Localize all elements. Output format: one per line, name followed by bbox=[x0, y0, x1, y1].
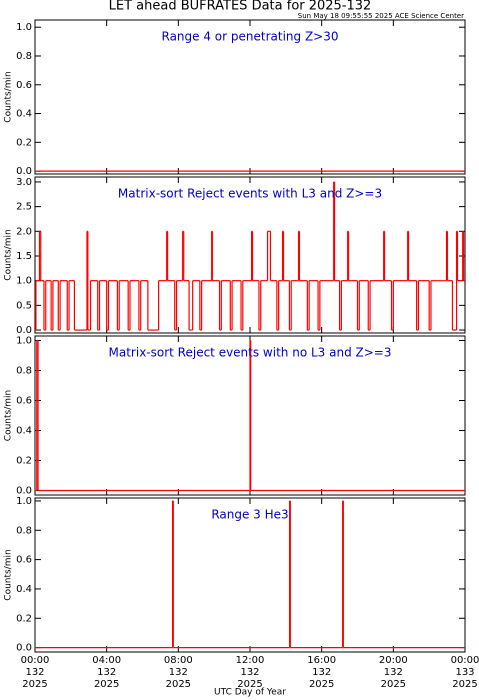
y-axis-label: Counts/min bbox=[4, 229, 14, 280]
x-tick-year: 2025 bbox=[94, 679, 119, 690]
y-tick-label: 1.0 bbox=[16, 22, 32, 33]
x-tick-year: 2025 bbox=[381, 679, 406, 690]
y-tick-label: 0.4 bbox=[16, 109, 32, 120]
y-tick-label: 0.8 bbox=[16, 51, 32, 62]
x-axis-label: UTC Day of Year bbox=[214, 688, 286, 698]
panel-annotation: Matrix-sort Reject events with L3 and Z>… bbox=[118, 187, 382, 201]
chart-title: LET ahead BUFRATES Data for 2025-132 bbox=[109, 0, 372, 14]
x-tick-label: 00:00 bbox=[451, 655, 479, 666]
y-tick-label: 0.8 bbox=[16, 525, 32, 536]
y-tick-label: 0.2 bbox=[16, 613, 32, 624]
y-tick-label: 1.0 bbox=[16, 496, 32, 507]
x-tick-label: 00:00 bbox=[21, 655, 50, 666]
y-tick-label: 1.5 bbox=[16, 251, 32, 262]
y-axis-label: Counts/min bbox=[4, 390, 14, 441]
x-tick-day: 132 bbox=[384, 667, 403, 678]
y-axis-label: Counts/min bbox=[4, 71, 14, 122]
x-tick-year: 2025 bbox=[452, 679, 477, 690]
y-tick-label: 0.2 bbox=[16, 456, 32, 467]
y-axis-label: Counts/min bbox=[4, 549, 14, 600]
x-tick-year: 2025 bbox=[22, 679, 47, 690]
y-tick-label: 0.0 bbox=[16, 486, 32, 497]
y-tick-label: 0.6 bbox=[16, 555, 32, 566]
y-tick-label: 0.2 bbox=[16, 137, 32, 148]
x-tick-day: 132 bbox=[25, 667, 44, 678]
x-tick-day: 132 bbox=[169, 667, 188, 678]
y-tick-label: 1.0 bbox=[16, 336, 32, 347]
x-tick-day: 132 bbox=[240, 667, 259, 678]
y-tick-label: 0.0 bbox=[16, 643, 32, 654]
x-tick-year: 2025 bbox=[166, 679, 191, 690]
x-tick-day: 132 bbox=[312, 667, 331, 678]
x-tick-label: 04:00 bbox=[92, 655, 121, 666]
x-tick-label: 16:00 bbox=[307, 655, 336, 666]
x-tick-label: 12:00 bbox=[236, 655, 265, 666]
y-tick-label: 3.0 bbox=[16, 177, 32, 188]
x-tick-year: 2025 bbox=[309, 679, 334, 690]
x-tick-label: 08:00 bbox=[164, 655, 193, 666]
y-tick-label: 0.6 bbox=[16, 396, 32, 407]
y-tick-label: 0.4 bbox=[16, 584, 32, 595]
y-tick-label: 0.0 bbox=[16, 325, 32, 336]
x-tick-day: 132 bbox=[97, 667, 116, 678]
y-tick-label: 0.0 bbox=[16, 166, 32, 177]
y-tick-label: 0.8 bbox=[16, 366, 32, 377]
x-tick-label: 20:00 bbox=[379, 655, 408, 666]
y-tick-label: 1.0 bbox=[16, 276, 32, 287]
y-tick-label: 0.5 bbox=[16, 300, 32, 311]
panel-annotation: Matrix-sort Reject events with no L3 and… bbox=[109, 346, 392, 360]
x-tick-year: 2025 bbox=[237, 679, 262, 690]
panel-annotation: Range 4 or penetrating Z>30 bbox=[162, 30, 339, 44]
y-tick-label: 0.4 bbox=[16, 426, 32, 437]
x-tick-day: 133 bbox=[455, 667, 474, 678]
panel-annotation: Range 3 He3 bbox=[211, 508, 288, 522]
y-tick-label: 2.5 bbox=[16, 202, 32, 213]
timestamp: Sun May 18 09:55:55 2025 ACE Science Cen… bbox=[298, 12, 464, 20]
y-tick-label: 0.6 bbox=[16, 80, 32, 91]
y-tick-label: 2.0 bbox=[16, 226, 32, 237]
